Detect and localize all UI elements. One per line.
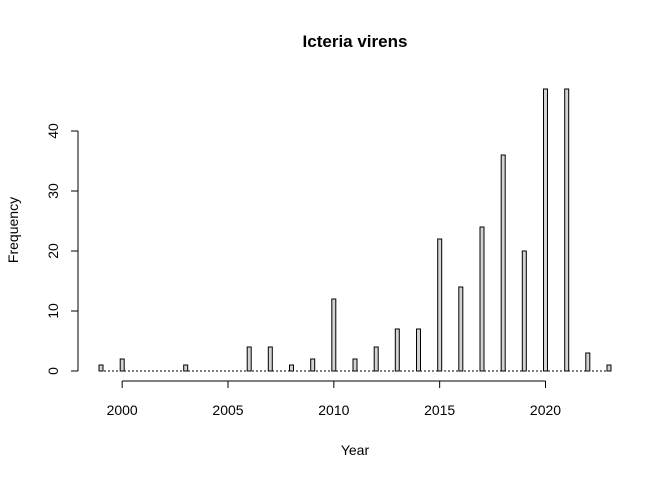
x-axis-label: Year xyxy=(341,442,370,458)
bar-2011 xyxy=(352,358,358,372)
x-tick-label-2020: 2020 xyxy=(530,402,561,418)
chart-title: Icteria virens xyxy=(303,32,408,51)
bar-2006 xyxy=(246,346,252,372)
bar-2013 xyxy=(394,328,400,372)
y-axis: 0 10 20 30 40 xyxy=(45,123,79,375)
y-axis-label: Frequency xyxy=(5,197,21,263)
bar-2021 xyxy=(564,88,570,372)
y-tick-label-0: 0 xyxy=(45,367,61,375)
y-tick-label-10: 10 xyxy=(45,303,61,319)
bar-2016 xyxy=(458,286,464,372)
y-tick-label-20: 20 xyxy=(45,243,61,259)
bar-2007 xyxy=(267,346,273,372)
bar-2019 xyxy=(521,250,527,372)
x-tick-label-2000: 2000 xyxy=(107,402,138,418)
bar-2000 xyxy=(119,358,125,372)
y-tick-label-40: 40 xyxy=(45,123,61,139)
bar-2018 xyxy=(500,154,506,372)
y-tick-label-30: 30 xyxy=(45,183,61,199)
bars-group xyxy=(98,88,612,372)
x-tick-label-2010: 2010 xyxy=(318,402,349,418)
bar-2012 xyxy=(373,346,379,372)
bar-2008 xyxy=(289,364,294,372)
x-tick-label-2015: 2015 xyxy=(424,402,455,418)
x-tick-label-2005: 2005 xyxy=(212,402,243,418)
bar-2023 xyxy=(606,364,612,372)
bar-2010 xyxy=(331,298,337,372)
bar-1999 xyxy=(98,364,104,372)
bar-2009 xyxy=(310,358,316,372)
bar-2014 xyxy=(416,328,421,372)
bar-2015 xyxy=(437,238,443,372)
bar-2017 xyxy=(479,226,485,372)
bar-2020 xyxy=(543,88,548,372)
bar-2022 xyxy=(585,352,591,372)
bar-2003 xyxy=(183,364,189,372)
x-axis: 2000 2005 2010 2015 2020 xyxy=(107,380,561,418)
